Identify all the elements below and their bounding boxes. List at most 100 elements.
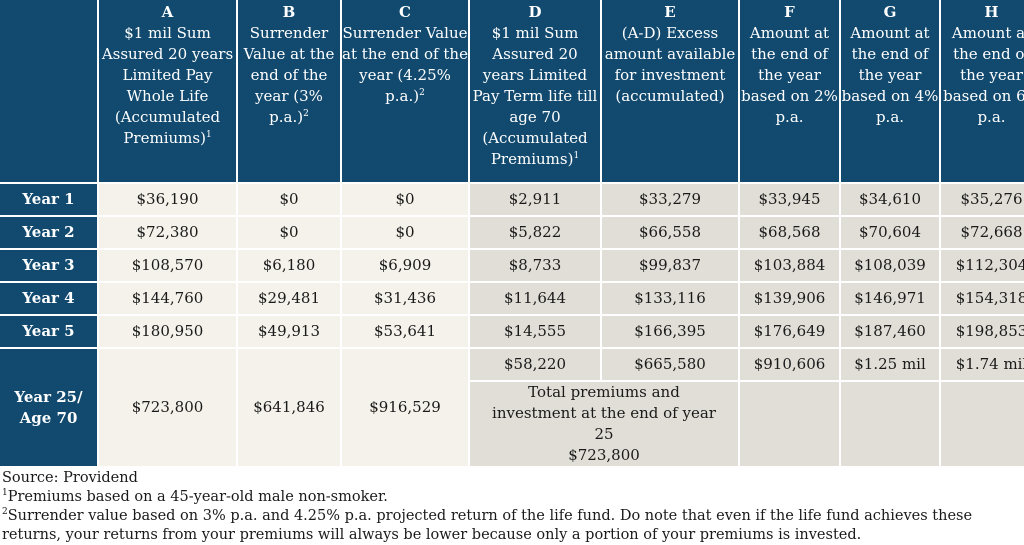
table-cell: $6,180	[238, 250, 340, 281]
row-label: Year 5	[0, 316, 97, 347]
column-letter: F	[784, 3, 795, 21]
table-cell: $34,610	[841, 184, 939, 215]
footnote-2: 2Surrender value based on 3% p.a. and 4.…	[2, 507, 973, 543]
table-cell: $723,800	[99, 349, 236, 466]
column-letter: B	[282, 3, 296, 21]
table-cell: $70,604	[841, 217, 939, 248]
header-row: A $1 mil Sum Assured 20 years Limited Pay…	[0, 0, 1024, 182]
table-cell: $72,380	[99, 217, 236, 248]
comparison-table: A $1 mil Sum Assured 20 years Limited Pay…	[0, 0, 1024, 466]
column-label: $1 mil Sum Assured 20 years Limited Pay …	[472, 24, 598, 168]
column-label: Amount at the end of the year based on 6…	[943, 24, 1024, 126]
column-label: Amount at the end of the year based on 2…	[741, 24, 838, 126]
column-letter: D	[528, 3, 542, 21]
table-cell: $166,395	[602, 316, 738, 347]
table-cell: $916,529	[342, 349, 468, 466]
table-cell: $641,846	[238, 349, 340, 466]
table-cell: $72,668	[941, 217, 1024, 248]
table-cell: $58,220	[470, 349, 600, 380]
footnote-1: 1Premiums based on a 45-year-old male no…	[2, 488, 388, 505]
table-cell: $14,555	[470, 316, 600, 347]
table-cell: $910,606	[740, 349, 839, 380]
table-cell: $0	[342, 184, 468, 215]
table-cell: $66,558	[602, 217, 738, 248]
table-cell: $139,906	[740, 283, 839, 314]
table-row: Year 5 $180,950 $49,913 $53,641 $14,555 $166,…	[0, 316, 1024, 347]
footnote-mark: 2	[419, 88, 425, 98]
table-cell: $33,945	[740, 184, 839, 215]
table-cell: $29,481	[238, 283, 340, 314]
column-letter: E	[664, 3, 676, 21]
table-cell: $33,279	[602, 184, 738, 215]
footnote-mark: 1	[205, 130, 212, 140]
table-cell: $11,644	[470, 283, 600, 314]
column-label: Surrender Value at the end of the year (…	[243, 24, 335, 126]
column-header-h: H Amount at the end of the year based on …	[941, 0, 1024, 182]
final-row-total: Total premiums and investment at the end…	[0, 382, 1024, 466]
empty-cell	[740, 382, 839, 466]
column-header-c: C Surrender Value at the end of the year …	[342, 0, 468, 182]
column-label: (A-D) Excess amount available for invest…	[604, 24, 736, 105]
total-value: $723,800	[568, 446, 640, 464]
footnote-mark: 2	[303, 109, 309, 119]
table-cell: $133,116	[602, 283, 738, 314]
column-header-e: E (A-D) Excess amount available for inves…	[602, 0, 738, 182]
table-cell: $1.25 mil	[841, 349, 939, 380]
table-row: Year 4 $144,760 $29,481 $31,436 $11,644 $133,…	[0, 283, 1024, 314]
table-cell: $31,436	[342, 283, 468, 314]
table-cell: $6,909	[342, 250, 468, 281]
table-cell: $154,318	[941, 283, 1024, 314]
table-cell: $198,853	[941, 316, 1024, 347]
table-row: Year 3 $108,570 $6,180 $6,909 $8,733 $99,837 $…	[0, 250, 1024, 281]
corner-cell	[0, 0, 97, 182]
row-label: Year 3	[0, 250, 97, 281]
table-cell: $53,641	[342, 316, 468, 347]
column-label: Amount at the end of the year based on 4…	[841, 24, 939, 126]
table-cell: $665,580	[602, 349, 738, 380]
column-label: $1 mil Sum Assured 20 years Limited Pay …	[101, 24, 234, 147]
table-cell: $2,911	[470, 184, 600, 215]
column-letter: A	[161, 3, 174, 21]
table-cell: $108,039	[841, 250, 939, 281]
column-letter: H	[984, 3, 999, 21]
column-letter: C	[399, 3, 411, 21]
final-row: Year 25/ Age 70 $723,800 $641,846 $916,529 $…	[0, 349, 1024, 466]
table-cell: $8,733	[470, 250, 600, 281]
table-cell: $187,460	[841, 316, 939, 347]
row-label: Year 25/ Age 70	[0, 349, 97, 466]
table-cell: $68,568	[740, 217, 839, 248]
table-cell: $0	[342, 217, 468, 248]
table-cell: $108,570	[99, 250, 236, 281]
table-row: Year 2 $72,380 $0 $0 $5,822 $66,558 $68,568 $70…	[0, 217, 1024, 248]
table-cell: $36,190	[99, 184, 236, 215]
table-cell: $5,822	[470, 217, 600, 248]
table-cell: $112,304	[941, 250, 1024, 281]
table-cell: $146,971	[841, 283, 939, 314]
table-cell: $0	[238, 217, 340, 248]
footnote-mark: 1	[573, 151, 580, 161]
empty-cell	[941, 382, 1024, 466]
total-text: Total premiums and investment at the end…	[492, 383, 716, 443]
table-cell: $144,760	[99, 283, 236, 314]
table-cell: $35,276	[941, 184, 1024, 215]
row-label: Year 2	[0, 217, 97, 248]
column-header-g: G Amount at the end of the year based on …	[841, 0, 939, 182]
column-header-f: F Amount at the end of the year based on …	[740, 0, 839, 182]
table-cell: $0	[238, 184, 340, 215]
column-label: Surrender Value at the end of the year (…	[342, 24, 468, 105]
row-label: Year 4	[0, 283, 97, 314]
empty-cell	[841, 382, 939, 466]
table-cell: $99,837	[602, 250, 738, 281]
table-row: Year 1 $36,190 $0 $0 $2,911 $33,279 $33,945 $34…	[0, 184, 1024, 215]
source-note: Source: Providend	[2, 470, 138, 486]
column-letter: G	[883, 3, 897, 21]
footnotes: Source: Providend 1Premiums based on a 4…	[0, 469, 1024, 545]
row-label: Year 1	[0, 184, 97, 215]
table-cell: $103,884	[740, 250, 839, 281]
table-cell: $180,950	[99, 316, 236, 347]
table-cell: $49,913	[238, 316, 340, 347]
column-header-a: A $1 mil Sum Assured 20 years Limited Pay…	[99, 0, 236, 182]
table-cell: $176,649	[740, 316, 839, 347]
total-cell: Total premiums and investment at the end…	[470, 382, 738, 466]
table-cell: $1.74 mil	[941, 349, 1024, 380]
